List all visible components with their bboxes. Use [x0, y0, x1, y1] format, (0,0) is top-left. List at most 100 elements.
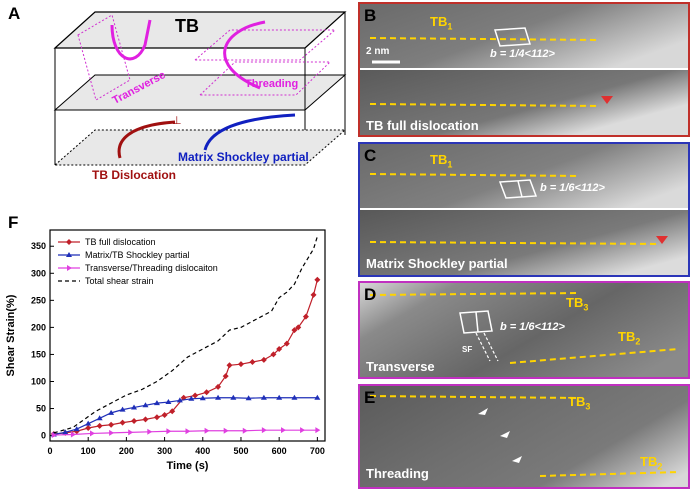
panel-e-label: E — [364, 388, 376, 407]
panel-f-label: F — [8, 213, 19, 232]
panel-b-caption: TB full dislocation — [366, 118, 479, 133]
matrix-partial-label: Matrix Shockley partial — [178, 150, 309, 164]
panel-b-tb: TB1 — [430, 14, 453, 32]
panel-e-caption: Threading — [366, 466, 429, 481]
legend-entry: Matrix/TB Shockley partial — [85, 250, 190, 260]
panel-b: B TB1 2 nm b = 1/4<112> TB full dislocat… — [358, 2, 690, 137]
threading-label: Threading — [245, 78, 299, 90]
data-point — [147, 428, 153, 435]
data-point — [96, 415, 103, 421]
panel-d-sf: SF — [462, 345, 473, 354]
tb-dislocation-label: TB Dislocation — [92, 168, 177, 182]
y-axis-label: Shear Strain(%) — [5, 294, 17, 376]
data-point — [73, 426, 80, 432]
y-tick-label: 350 — [31, 241, 46, 251]
strain-chart: 0 100 200 300 400 500 600 700 0 50 100 150 200 250 300… — [5, 229, 326, 472]
panel-c-burgers: b = 1/6<112> — [540, 182, 605, 194]
data-point — [153, 414, 160, 421]
data-point — [261, 427, 267, 434]
y-tick-label: 250 — [31, 295, 46, 305]
panel-b-image-bottom — [360, 70, 688, 135]
x-tick-label: 0 — [47, 446, 52, 456]
data-point — [108, 409, 115, 415]
data-point — [166, 428, 172, 435]
panel-b-label: B — [364, 6, 377, 25]
data-point — [245, 395, 252, 401]
data-point — [66, 252, 72, 257]
panel-c-overlay — [369, 173, 668, 245]
svg-text:⊥: ⊥ — [172, 115, 182, 127]
data-point — [62, 429, 69, 435]
data-point — [270, 351, 277, 358]
data-point — [66, 239, 72, 245]
data-point — [204, 427, 210, 434]
series-line-0 — [53, 279, 318, 435]
x-tick-label: 600 — [272, 446, 287, 456]
data-point — [310, 291, 317, 298]
panel-d: D TB3 TB2 b = 1/6<112> SF Transverse — [358, 281, 690, 379]
data-point — [300, 427, 306, 434]
panel-a-title: TB — [175, 16, 199, 36]
y-tick-label: 0 — [41, 431, 46, 441]
panel-d-tb2: TB2 — [618, 329, 641, 347]
panel-e-image — [360, 386, 688, 487]
data-point — [215, 394, 222, 400]
data-point — [188, 395, 195, 401]
data-point — [119, 406, 126, 412]
data-point — [96, 422, 103, 429]
data-point — [203, 389, 210, 396]
data-point — [142, 416, 149, 423]
data-point — [70, 431, 76, 438]
panel-d-burgers: b = 1/6<112> — [500, 321, 565, 333]
data-point — [315, 427, 321, 434]
data-point — [249, 359, 256, 366]
data-point — [109, 429, 115, 436]
data-point — [67, 265, 72, 271]
data-point — [192, 392, 199, 399]
data-point — [302, 313, 309, 320]
panel-b-image-top — [360, 4, 688, 68]
data-point — [283, 340, 290, 347]
panel-a-schematic: ⊥ — [53, 11, 347, 166]
plot-frame — [49, 229, 326, 442]
data-point — [90, 430, 96, 437]
panel-e-overlay — [369, 395, 681, 477]
data-point — [291, 327, 298, 334]
data-point — [119, 419, 126, 426]
data-point — [185, 428, 191, 435]
panel-c-tb: TB1 — [430, 152, 453, 170]
data-point — [230, 394, 237, 400]
data-point — [242, 427, 248, 434]
data-point — [276, 346, 283, 353]
panel-a-label: A — [8, 4, 21, 23]
panel-b-burgers: b = 1/4<112> — [490, 48, 555, 60]
panel-c-caption: Matrix Shockley partial — [366, 256, 508, 271]
data-point — [226, 362, 233, 369]
data-point — [223, 427, 229, 434]
panel-c: C TB1 b = 1/6<112> Matrix Shockley parti… — [358, 142, 690, 277]
data-point — [51, 432, 57, 439]
data-point — [142, 402, 149, 408]
data-point — [85, 425, 92, 432]
data-point — [153, 400, 160, 406]
series-line-3 — [53, 236, 318, 434]
legend-entry: Total shear strain — [85, 276, 154, 286]
x-tick-label: 700 — [310, 446, 325, 456]
x-tick-label: 400 — [195, 446, 210, 456]
y-tick-label: 300 — [31, 268, 46, 278]
panel-c-label: C — [364, 146, 377, 165]
data-point — [280, 427, 286, 434]
x-tick-label: 100 — [81, 446, 96, 456]
data-point — [85, 420, 92, 426]
panel-b-scale: 2 nm — [366, 46, 390, 57]
data-point — [276, 394, 283, 400]
data-point — [260, 394, 267, 400]
y-tick-label: 100 — [31, 376, 46, 386]
data-point — [291, 394, 298, 400]
data-point — [128, 429, 134, 436]
legend-entry: Transverse/Threading dislocaiton — [85, 263, 218, 273]
data-point — [176, 397, 183, 403]
data-point — [222, 373, 229, 380]
panel-e: E TB3 TB2 Threading — [358, 384, 690, 489]
data-point — [131, 417, 138, 424]
